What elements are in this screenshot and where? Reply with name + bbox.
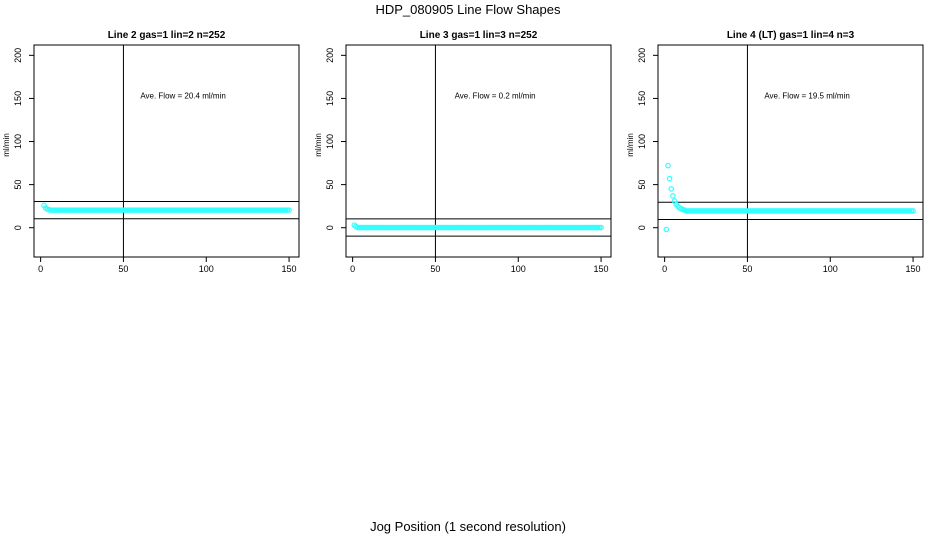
y-tick-label: 100 bbox=[637, 134, 647, 149]
data-point bbox=[665, 162, 671, 169]
y-tick-label: 100 bbox=[325, 134, 335, 149]
ave-flow-annotation: Ave. Flow = 0.2 ml/min bbox=[455, 91, 536, 100]
y-axis-label: ml/min bbox=[626, 133, 635, 157]
chart-panel-2: Line 3 gas=1 lin=3 n=252 0 50 100 150 0 50 100 1… bbox=[314, 30, 612, 274]
plot-frame bbox=[345, 44, 612, 258]
x-tick-label: 100 bbox=[199, 264, 214, 274]
data-point bbox=[286, 207, 292, 213]
data-point bbox=[910, 208, 916, 214]
figure-title: HDP_080905 Line Flow Shapes bbox=[375, 2, 561, 17]
y-tick-label: 0 bbox=[637, 225, 647, 230]
panel-title: Line 4 (LT) gas=1 lin=4 n=3 bbox=[727, 30, 855, 41]
x-tick-label: 150 bbox=[594, 264, 609, 274]
x-tick-label: 50 bbox=[430, 264, 440, 274]
chart-panel-3: Line 4 (LT) gas=1 lin=4 n=3 0 50 100 150 0 50 1… bbox=[626, 30, 924, 274]
y-tick-label: 50 bbox=[325, 180, 335, 190]
y-tick-label: 200 bbox=[637, 48, 647, 63]
data-point bbox=[668, 186, 675, 192]
data-point bbox=[670, 193, 676, 199]
x-tick-label: 0 bbox=[350, 264, 355, 274]
x-tick-label: 100 bbox=[823, 264, 838, 274]
y-axis-label: ml/min bbox=[2, 133, 11, 157]
plot-frame bbox=[657, 44, 924, 258]
ave-flow-annotation: Ave. Flow = 19.5 ml/min bbox=[764, 91, 849, 100]
y-tick-label: 0 bbox=[13, 225, 23, 230]
x-axis-caption: Jog Position (1 second resolution) bbox=[370, 519, 566, 534]
y-tick-label: 100 bbox=[13, 134, 23, 149]
panel-title: Line 3 gas=1 lin=3 n=252 bbox=[420, 30, 538, 41]
x-tick-label: 0 bbox=[662, 264, 667, 274]
data-point bbox=[666, 175, 673, 182]
y-tick-label: 0 bbox=[325, 225, 335, 230]
y-tick-label: 200 bbox=[13, 48, 23, 63]
data-point bbox=[663, 226, 670, 233]
data-point bbox=[598, 224, 604, 231]
x-tick-label: 150 bbox=[282, 264, 297, 274]
y-axis-label: ml/min bbox=[314, 133, 323, 157]
x-tick-label: 50 bbox=[742, 264, 752, 274]
y-tick-label: 150 bbox=[13, 91, 23, 106]
y-tick-label: 50 bbox=[13, 180, 23, 190]
x-tick-label: 100 bbox=[511, 264, 526, 274]
y-tick-label: 150 bbox=[325, 91, 335, 106]
plot-frame bbox=[33, 44, 300, 258]
y-tick-label: 200 bbox=[325, 48, 335, 63]
y-tick-label: 150 bbox=[637, 91, 647, 106]
x-tick-label: 0 bbox=[38, 264, 43, 274]
x-tick-label: 50 bbox=[118, 264, 128, 274]
ave-flow-annotation: Ave. Flow = 20.4 ml/min bbox=[140, 91, 225, 100]
x-tick-label: 150 bbox=[906, 264, 921, 274]
panel-title: Line 2 gas=1 lin=2 n=252 bbox=[108, 30, 226, 41]
y-tick-label: 50 bbox=[637, 180, 647, 190]
chart-panel-1: Line 2 gas=1 lin=2 n=252 0 50 100 150 0 50 100 1… bbox=[2, 30, 300, 274]
